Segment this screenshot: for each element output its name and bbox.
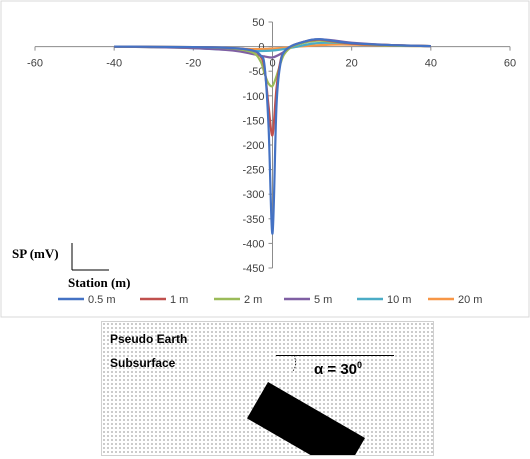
y-tick-label: -150: [242, 115, 264, 127]
chart-area-border: [0, 0, 530, 318]
dip-angle-label: α = 300: [314, 360, 362, 378]
legend-label-0-5-m: 0.5 m: [88, 294, 116, 306]
y-tick-label: -350: [242, 214, 264, 226]
y-tick-label: -50: [249, 66, 265, 78]
y-tick-label: -300: [242, 189, 264, 201]
y-axis-title: SP (mV): [12, 246, 59, 261]
dip-angle-arc: [292, 354, 296, 372]
chart-legend: 0.5 m 1 m 2 m 5 m 10 m 20 m: [58, 294, 482, 306]
x-tick-label: -60: [27, 58, 43, 70]
subsurface-model-panel: Pseudo Earth Subsurface α = 300: [101, 321, 434, 456]
x-tick-label: 40: [425, 58, 437, 70]
legend-label-5-m: 5 m: [314, 294, 332, 306]
x-tick-label: 20: [346, 58, 358, 70]
x-tick-label: 60: [504, 58, 516, 70]
horizontal-reference-line: [276, 355, 394, 356]
dipping-polarized-body: [247, 382, 365, 455]
axes: -60 -40 -20 0 20 40 60500-50-100-150-200-250-3…: [27, 17, 516, 275]
series-lines: [114, 38, 431, 235]
x-tick-label: -20: [185, 58, 201, 70]
dip-angle-text: α = 30: [314, 361, 358, 378]
legend-label-20-m: 20 m: [458, 294, 482, 306]
x-tick-label: 0: [269, 58, 275, 70]
y-tick-label: -400: [242, 238, 264, 250]
y-tick-label: -200: [242, 140, 264, 152]
x-axis-title: Station (m): [68, 275, 130, 290]
series-line-0-5-m: [114, 38, 431, 235]
y-tick-label: 50: [252, 17, 264, 29]
legend-label-2-m: 2 m: [244, 294, 262, 306]
axis-labels: SP (mV) Station (m): [12, 243, 130, 290]
legend-label-10-m: 10 m: [387, 294, 411, 306]
y-tick-label: -250: [242, 165, 264, 177]
legend-label-1-m: 1 m: [170, 294, 188, 306]
model-label-line-1: Pseudo Earth: [110, 332, 188, 346]
x-tick-label: -40: [106, 58, 122, 70]
y-tick-label: 0: [258, 42, 264, 54]
sp-profile-chart: -60 -40 -20 0 20 40 60500-50-100-150-200-250-3…: [0, 0, 530, 318]
y-tick-label: -450: [242, 263, 264, 275]
degree-symbol: 0: [357, 360, 363, 370]
model-label-line-2: Subsurface: [110, 356, 176, 370]
y-tick-label: -100: [242, 91, 264, 103]
